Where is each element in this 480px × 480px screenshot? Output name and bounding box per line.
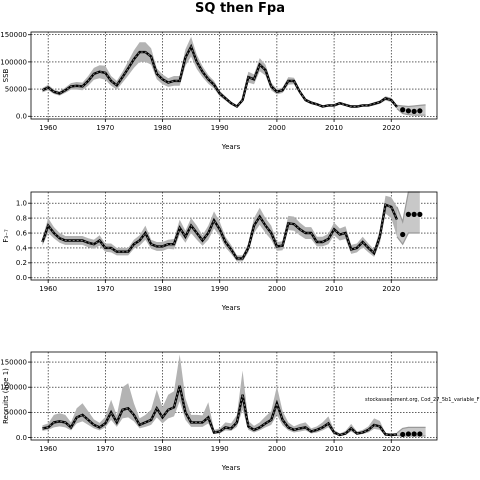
forecast-point bbox=[411, 211, 417, 217]
y-tick-label: 0.0 bbox=[16, 434, 27, 442]
recruits-panel: 1960 1970 1980 1990 2000 2010 2020 0.0 50000 1000… bbox=[0, 351, 438, 472]
forecast-point bbox=[400, 107, 406, 113]
forecast-point bbox=[417, 108, 423, 114]
x-tick-label: 1970 bbox=[96, 445, 114, 453]
x-tick-label: 2010 bbox=[325, 445, 343, 453]
forecast-lower-line bbox=[396, 232, 420, 246]
forecast-point bbox=[417, 431, 423, 437]
y-tick-label: 0.6 bbox=[16, 229, 28, 237]
x-axis-label: Years bbox=[221, 464, 241, 472]
x-tick-label: 2020 bbox=[382, 445, 400, 453]
ssb-panel: 1960 1970 1980 1990 2000 2010 2020 0.0 50000 1000… bbox=[0, 31, 438, 151]
x-tick-label: 1970 bbox=[96, 124, 114, 132]
y-axis-label: SSB bbox=[2, 68, 10, 82]
forecast-point bbox=[405, 108, 412, 114]
x-tick-label: 1980 bbox=[154, 445, 172, 453]
y-tick-label: 0.0 bbox=[16, 113, 27, 121]
x-tick-label: 1970 bbox=[96, 285, 114, 293]
forecast-band bbox=[397, 192, 420, 245]
forecast-point bbox=[417, 211, 423, 217]
x-tick-label: 2020 bbox=[382, 285, 400, 293]
y-tick-label: 0.2 bbox=[16, 259, 27, 267]
x-tick-label: 1990 bbox=[211, 285, 229, 293]
y-tick-label: 1.0 bbox=[16, 200, 27, 208]
figure-title: SQ then Fpa bbox=[195, 1, 285, 16]
forecast-point bbox=[405, 211, 412, 217]
forecast-upper-line bbox=[396, 426, 426, 434]
x-axis-label: Years bbox=[221, 304, 241, 312]
x-tick-label: 1990 bbox=[211, 124, 229, 132]
x-tick-label: 2000 bbox=[268, 285, 286, 293]
x-tick-label: 2000 bbox=[268, 445, 286, 453]
x-tick-label: 1980 bbox=[154, 285, 172, 293]
y-axis-label: Recruits (age 1) bbox=[2, 368, 10, 424]
f-panel: 1960 1970 1980 1990 2000 2010 2020 0.0 0.2 0.4 0.6… bbox=[2, 191, 438, 312]
plot-frame bbox=[30, 191, 438, 281]
y-tick-label: 50000 bbox=[5, 85, 27, 93]
forecast-upper-line bbox=[396, 104, 426, 108]
x-tick-label: 2010 bbox=[325, 124, 343, 132]
y-axis-label: F₃₋₇ bbox=[2, 229, 10, 243]
forecast-lower-line bbox=[396, 108, 426, 116]
forecast-point bbox=[411, 108, 417, 114]
x-tick-label: 1960 bbox=[39, 285, 57, 293]
plot-frame bbox=[30, 31, 438, 120]
estimate-line-overlay bbox=[42, 385, 398, 436]
forecast-point bbox=[411, 431, 417, 437]
x-tick-label: 2010 bbox=[325, 285, 343, 293]
forecast-point bbox=[400, 431, 406, 438]
y-tick-label: 0.4 bbox=[16, 244, 28, 252]
y-tick-label: 150000 bbox=[0, 31, 27, 39]
x-tick-label: 1980 bbox=[154, 124, 172, 132]
x-tick-label: 2020 bbox=[382, 124, 400, 132]
x-axis-label: Years bbox=[221, 143, 241, 151]
estimate-line-overlay bbox=[41, 204, 398, 259]
x-tick-label: 1960 bbox=[39, 124, 57, 132]
panels: 1960 1970 1980 1990 2000 2010 2020 0.0 50000 1000… bbox=[0, 31, 438, 472]
x-tick-label: 1990 bbox=[211, 445, 229, 453]
watermark-text: stockassessment.org, Cod_27_5b1_variable… bbox=[365, 397, 480, 403]
y-tick-label: 0.0 bbox=[16, 274, 27, 282]
y-tick-label: 150000 bbox=[0, 358, 27, 366]
confidence-band bbox=[42, 354, 398, 436]
y-tick-label: 100000 bbox=[0, 384, 27, 392]
forecast-point bbox=[405, 431, 412, 437]
x-tick-label: 1960 bbox=[39, 445, 57, 453]
plot-frame bbox=[30, 351, 438, 441]
y-tick-label: 0.8 bbox=[16, 215, 27, 223]
y-tick-label: 50000 bbox=[5, 409, 27, 417]
x-tick-label: 2000 bbox=[268, 124, 286, 132]
y-tick-label: 100000 bbox=[0, 58, 27, 66]
estimate-line-overlay bbox=[42, 45, 398, 108]
forecast-point bbox=[400, 231, 406, 238]
